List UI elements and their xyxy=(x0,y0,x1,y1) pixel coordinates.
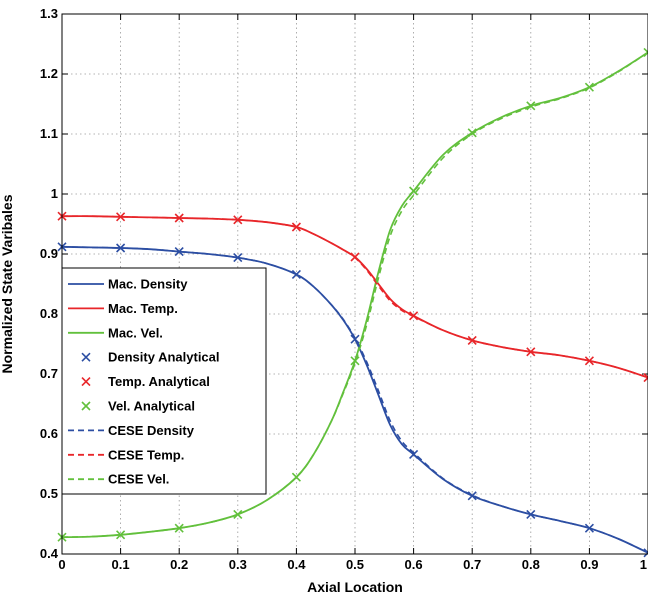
legend-entry-cese-vel: CESE Vel. xyxy=(68,472,169,487)
temp-analytical-marker xyxy=(526,347,536,357)
density-analytical-marker xyxy=(233,253,243,263)
vel-analytical-marker xyxy=(291,472,301,482)
legend-entry-density-analytical: Density Analytical xyxy=(81,350,220,365)
x-tick-label: 0 xyxy=(58,557,65,572)
vel-analytical-marker xyxy=(116,530,126,540)
x-axis-ticks: 0 0.1 0.2 0.3 0.4 0.5 0.6 0.7 0.8 0.9 1 xyxy=(58,14,648,572)
x-tick-label: 0.7 xyxy=(463,557,481,572)
legend-label: Temp. Analytical xyxy=(108,374,210,389)
x-tick-label: 0.2 xyxy=(170,557,188,572)
density-analytical-marker xyxy=(526,509,536,519)
y-axis-ticks: 0.4 0.5 0.6 0.7 0.8 0.9 1 1.1 1.2 1.3 xyxy=(40,6,648,561)
y-axis-label: Normalized State Varibales xyxy=(0,194,15,373)
legend-label: CESE Vel. xyxy=(108,472,169,487)
legend-label: CESE Density xyxy=(108,423,195,438)
density-analytical-marker xyxy=(174,247,184,257)
legend-entry-vel-analytical: Vel. Analytical xyxy=(81,399,195,414)
y-tick-label: 1.1 xyxy=(40,126,58,141)
legend-entry-cese-temp: CESE Temp. xyxy=(68,447,184,462)
density-analytical-marker xyxy=(116,243,126,253)
y-tick-label: 0.8 xyxy=(40,306,58,321)
density-analytical-marker xyxy=(643,548,648,558)
x-tick-label: 0.5 xyxy=(346,557,364,572)
legend-label: CESE Temp. xyxy=(108,447,184,462)
legend-label: Density Analytical xyxy=(108,350,220,365)
legend-box xyxy=(61,267,267,495)
vel-analytical-marker xyxy=(409,186,419,196)
x-tick-label: 0.8 xyxy=(522,557,540,572)
legend-entry-mac-vel: Mac. Vel. xyxy=(68,325,163,340)
temp-analytical-marker xyxy=(409,311,419,321)
temp-analytical-marker xyxy=(233,215,243,225)
legend-items: Mac. Density Mac. Temp. Mac. Vel. Density A… xyxy=(68,277,220,487)
x-tick-label: 0.9 xyxy=(580,557,598,572)
legend-label: Vel. Analytical xyxy=(108,399,195,414)
y-tick-label: 0.4 xyxy=(40,546,59,561)
vel-analytical-marker xyxy=(350,356,360,366)
x-tick-label: 0.1 xyxy=(112,557,130,572)
x-tick-label: 0.6 xyxy=(405,557,423,572)
y-tick-label: 1.2 xyxy=(40,66,58,81)
y-tick-label: 0.6 xyxy=(40,426,58,441)
legend-marker xyxy=(81,352,91,362)
temp-analytical-marker xyxy=(643,373,648,383)
y-tick-label: 0.9 xyxy=(40,246,58,261)
temp-analytical-marker xyxy=(291,222,301,232)
density-analytical-marker xyxy=(584,523,594,533)
vel-analytical-marker xyxy=(643,47,648,57)
temp-analytical-marker xyxy=(584,356,594,366)
legend-marker xyxy=(81,377,91,387)
y-tick-label: 0.7 xyxy=(40,366,58,381)
legend: Mac. Density Mac. Temp. Mac. Vel. Density A… xyxy=(61,267,267,495)
x-tick-label: 0.3 xyxy=(229,557,247,572)
legend-entry-temp-analytical: Temp. Analytical xyxy=(81,374,210,389)
density-analytical-marker xyxy=(350,334,360,344)
legend-entry-cese-density: CESE Density xyxy=(68,423,195,438)
vel-analytical-marker xyxy=(467,128,477,138)
vel-analytical-marker xyxy=(233,509,243,519)
density-analytical-marker xyxy=(291,269,301,279)
analytical-markers xyxy=(57,47,648,558)
legend-marker xyxy=(81,401,91,411)
x-tick-label: 0.4 xyxy=(287,557,306,572)
legend-label: Mac. Vel. xyxy=(108,325,163,340)
legend-entry-mac-temp: Mac. Temp. xyxy=(68,301,178,316)
temp-analytical-marker xyxy=(350,252,360,262)
y-tick-label: 1 xyxy=(51,186,58,201)
mac-temp-line xyxy=(61,215,648,379)
density-analytical-marker xyxy=(467,491,477,501)
series-lines xyxy=(61,51,648,554)
legend-entry-mac-density: Mac. Density xyxy=(68,277,188,292)
y-tick-label: 1.3 xyxy=(40,6,58,21)
x-axis-label: Axial Location xyxy=(307,579,403,594)
vel-analytical-marker xyxy=(174,523,184,533)
y-tick-label: 0.5 xyxy=(40,486,58,501)
legend-label: Mac. Temp. xyxy=(108,301,178,316)
mac-density-line xyxy=(61,245,648,554)
vel-analytical-marker xyxy=(526,101,536,111)
density-analytical-marker xyxy=(409,449,419,459)
legend-label: Mac. Density xyxy=(108,277,188,292)
temp-analytical-marker xyxy=(116,212,126,222)
temp-analytical-marker xyxy=(174,213,184,223)
vel-analytical-marker xyxy=(584,82,594,92)
x-tick-label: 1 xyxy=(640,557,647,572)
temp-analytical-marker xyxy=(467,335,477,345)
